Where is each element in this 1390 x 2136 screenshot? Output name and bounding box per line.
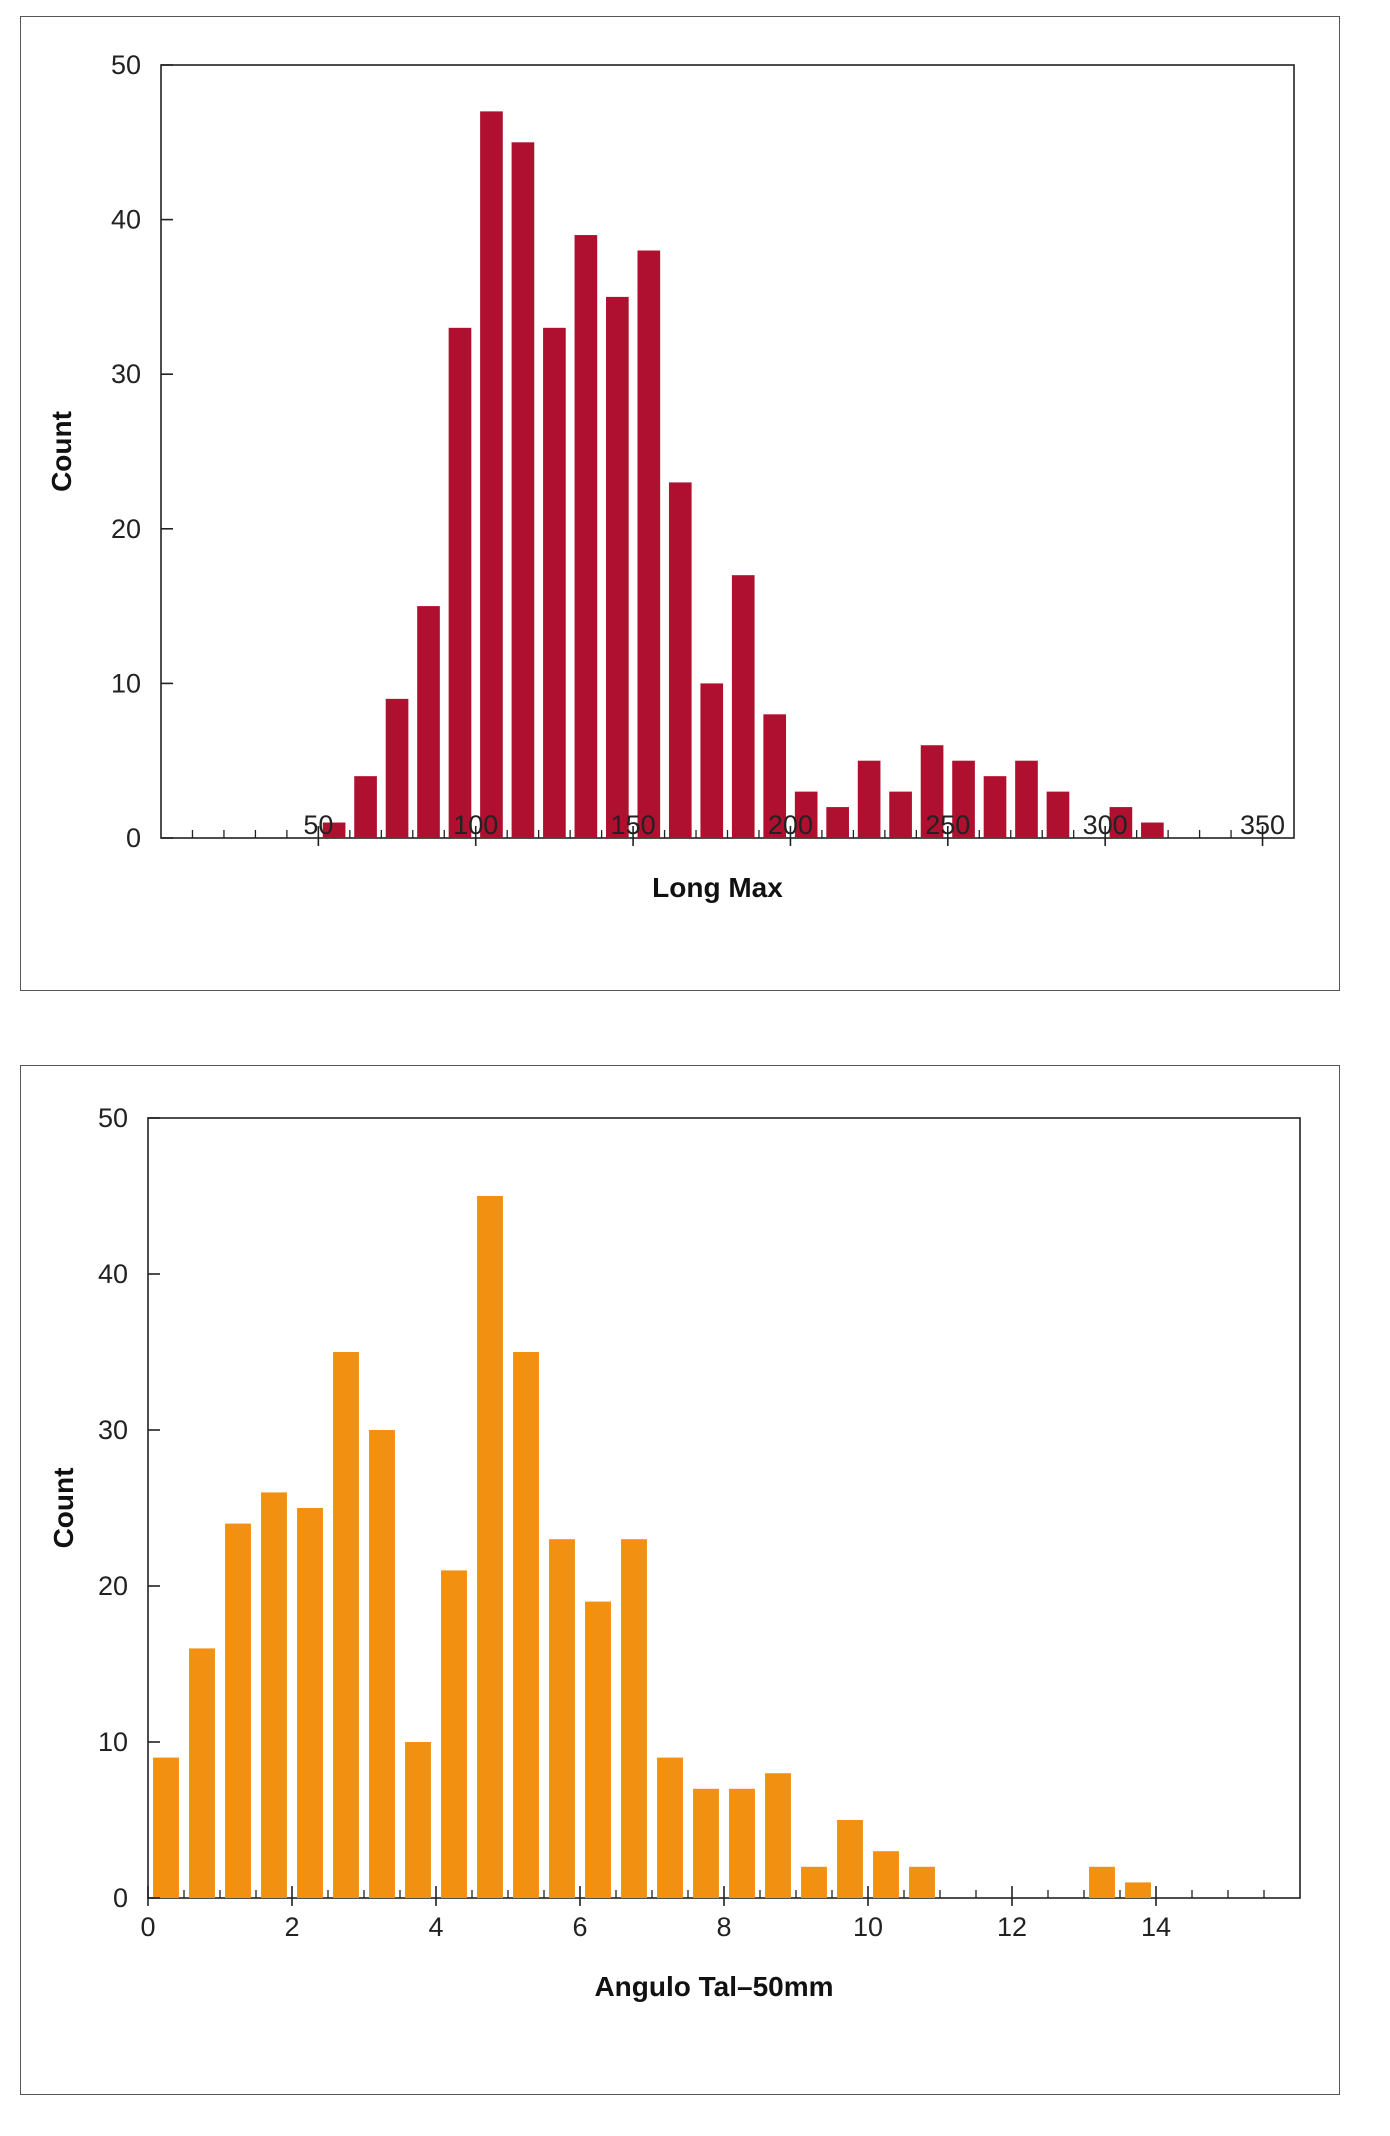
histogram-bar: [920, 745, 944, 838]
x-tick-label: 250: [925, 810, 970, 840]
histogram-bar: [826, 807, 849, 838]
histogram-bar: [585, 1601, 611, 1898]
x-tick-label: 150: [611, 810, 656, 840]
histogram-bar: [448, 327, 472, 838]
histogram-bar: [354, 776, 377, 838]
histogram-long-max: 50 100 150 200 250 300 350 0 10 20 30 40 50 Long Max C…: [46, 50, 1295, 903]
histogram-bar: [480, 111, 503, 838]
x-tick-label: 300: [1083, 810, 1128, 840]
y-tick-label: 40: [98, 1259, 128, 1289]
histogram-angulo-tal-50mm: 0 2 4 6 8 10 12 14 0 10 20 30 40 50 Angulo Tal–50mm Cou…: [48, 1103, 1301, 2002]
histogram-bar: [322, 822, 346, 838]
histogram-bar: [513, 1352, 539, 1898]
x-tick-label: 10: [853, 1912, 883, 1942]
histogram-bar: [369, 1430, 395, 1898]
histogram-bar: [333, 1352, 359, 1898]
x-tick-label: 6: [572, 1912, 587, 1942]
histogram-bar: [693, 1788, 719, 1898]
x-tick-label: 350: [1240, 810, 1285, 840]
histogram-bar: [837, 1820, 863, 1898]
x-tick-label: 2: [284, 1912, 299, 1942]
histogram-bar: [417, 606, 440, 838]
histogram-bar: [441, 1570, 467, 1898]
chart-panel-angulo-tal: 0 2 4 6 8 10 12 14 0 10 20 30 40 50 Angulo Tal–50mm Cou…: [20, 1065, 1340, 2095]
histogram-bar: [731, 575, 755, 838]
y-tick-label: 40: [111, 205, 141, 235]
histogram-bar: [1089, 1866, 1115, 1898]
histogram-bar: [153, 1757, 179, 1898]
y-tick-label: 0: [113, 1883, 128, 1913]
histogram-bar: [657, 1757, 683, 1898]
y-tick-label: 50: [111, 50, 141, 80]
x-tick-label: 8: [716, 1912, 731, 1942]
x-tick-label: 0: [140, 1912, 155, 1942]
x-tick-label: 12: [997, 1912, 1027, 1942]
histogram-bar: [1141, 822, 1164, 838]
histogram-bar: [225, 1523, 251, 1898]
y-tick-label: 30: [98, 1415, 128, 1445]
histogram-bar: [801, 1866, 827, 1898]
x-tick-label: 14: [1141, 1912, 1171, 1942]
histogram-bar: [297, 1508, 323, 1898]
histogram-bar: [1046, 791, 1070, 838]
histogram-bar: [952, 760, 975, 838]
y-tick-label: 20: [98, 1571, 128, 1601]
histogram-bar: [189, 1648, 215, 1898]
histogram-bar: [637, 250, 661, 838]
histogram-bar: [405, 1742, 431, 1898]
histogram-bar: [668, 482, 692, 838]
histogram-bar: [729, 1788, 755, 1898]
histogram-bar: [889, 791, 912, 838]
y-tick-label: 30: [111, 359, 141, 389]
histogram-bar: [1109, 807, 1133, 838]
y-tick-label: 20: [111, 514, 141, 544]
chart-panel-long-max: 50 100 150 200 250 300 350 0 10 20 30 40 50 Long Max C…: [20, 16, 1340, 991]
histogram-bar: [873, 1851, 899, 1898]
histogram-bar: [765, 1773, 791, 1898]
histogram-bar: [549, 1539, 575, 1898]
y-tick-label: 10: [111, 668, 141, 698]
histogram-bar: [763, 714, 787, 838]
histogram-bar: [700, 683, 724, 838]
histogram-bar: [385, 698, 409, 838]
histogram-bar: [543, 327, 566, 838]
histogram-bar: [857, 760, 881, 838]
histogram-bar: [511, 142, 535, 839]
y-tick-label: 50: [98, 1103, 128, 1133]
x-tick-label: 100: [453, 810, 498, 840]
histogram-bar: [983, 776, 1007, 838]
y-tick-label: 0: [126, 823, 141, 853]
histogram-bar: [1015, 760, 1038, 838]
x-axis-title: Long Max: [652, 872, 783, 903]
histogram-bar: [574, 235, 598, 838]
y-axis-title: Count: [48, 1468, 79, 1549]
x-tick-label: 50: [303, 810, 333, 840]
y-tick-label: 10: [98, 1727, 128, 1757]
x-axis-title: Angulo Tal–50mm: [594, 1971, 833, 2002]
x-tick-label: 4: [428, 1912, 443, 1942]
plot-frame: [160, 64, 1295, 839]
histogram-bar: [261, 1492, 287, 1898]
histogram-bar: [909, 1866, 935, 1898]
y-axis-title: Count: [46, 411, 77, 492]
histogram-bar: [794, 791, 818, 838]
histogram-bar: [606, 296, 629, 838]
histogram-bar: [1125, 1882, 1151, 1898]
x-tick-label: 200: [768, 810, 813, 840]
histogram-bar: [477, 1196, 503, 1898]
histogram-bar: [621, 1539, 647, 1898]
